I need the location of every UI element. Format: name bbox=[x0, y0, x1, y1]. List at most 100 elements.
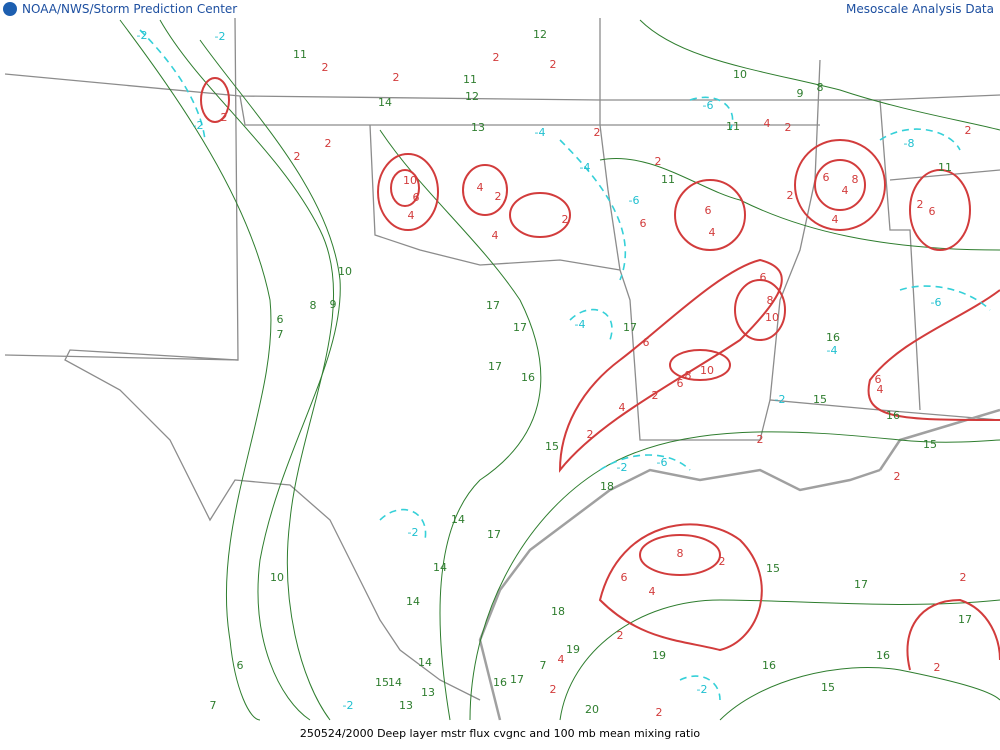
contour-label: 13 bbox=[471, 121, 485, 134]
contour-label: 4 bbox=[842, 184, 849, 197]
contour-label: 17 bbox=[487, 528, 501, 541]
contour-label: 14 bbox=[388, 676, 402, 689]
contour-label: 10 bbox=[270, 571, 284, 584]
contour-label: 14 bbox=[451, 513, 465, 526]
noaa-logo bbox=[3, 2, 17, 16]
contour-label: 2 bbox=[221, 111, 228, 124]
contour-label: 16 bbox=[876, 649, 890, 662]
contour-label: 17 bbox=[488, 360, 502, 373]
contour-label: -4 bbox=[575, 318, 586, 331]
contour-label: 4 bbox=[558, 653, 565, 666]
state-border bbox=[879, 99, 921, 411]
contour bbox=[879, 128, 961, 151]
contour-label: 2 bbox=[294, 150, 301, 163]
contour-label: 11 bbox=[726, 120, 740, 133]
divergence-contours bbox=[139, 29, 991, 701]
contour-label: 17 bbox=[623, 321, 637, 334]
contour-label: -6 bbox=[629, 194, 640, 207]
contour bbox=[377, 153, 439, 231]
contour bbox=[867, 289, 1000, 421]
contour-label: 2 bbox=[562, 213, 569, 226]
contour bbox=[639, 534, 721, 576]
contour-label: 2 bbox=[934, 661, 941, 674]
contour-label: -2 bbox=[215, 30, 226, 43]
contour bbox=[906, 598, 1000, 671]
contour-label: -2 bbox=[193, 119, 204, 132]
contour bbox=[669, 349, 731, 381]
header-left: NOAA/NWS/Storm Prediction Center bbox=[22, 2, 237, 16]
contour-label: 2 bbox=[965, 124, 972, 137]
contour-label: 20 bbox=[585, 703, 599, 716]
contour-label: 2 bbox=[617, 629, 624, 642]
contour-label: 16 bbox=[762, 659, 776, 672]
contour-label: 8 bbox=[852, 173, 859, 186]
contour-label: -6 bbox=[703, 99, 714, 112]
contour-label: 15 bbox=[813, 393, 827, 406]
contour-label: 16 bbox=[886, 409, 900, 422]
contour-label: 17 bbox=[510, 673, 524, 686]
contour-label: 19 bbox=[566, 643, 580, 656]
contour-label: -6 bbox=[657, 456, 668, 469]
contour bbox=[159, 19, 334, 721]
contour-label: 15 bbox=[923, 438, 937, 451]
contour-label: 17 bbox=[513, 321, 527, 334]
contour-label: 10 bbox=[403, 174, 417, 187]
contour bbox=[598, 523, 763, 652]
contour bbox=[674, 179, 746, 251]
contour bbox=[794, 139, 886, 231]
contour bbox=[899, 285, 991, 311]
contour-label: 8 bbox=[685, 369, 692, 382]
contour-label: 6 bbox=[621, 571, 628, 584]
contour bbox=[379, 129, 542, 721]
contour bbox=[599, 158, 1000, 251]
contour-label: 4 bbox=[408, 209, 415, 222]
contour bbox=[689, 96, 734, 131]
contour-label: -6 bbox=[931, 296, 942, 309]
contour-label: 12 bbox=[465, 90, 479, 103]
contour bbox=[139, 29, 206, 141]
contour-label: 2 bbox=[587, 428, 594, 441]
contour-label: 10 bbox=[338, 265, 352, 278]
contour bbox=[679, 675, 721, 701]
contour-label: 2 bbox=[917, 198, 924, 211]
contour-label: 2 bbox=[594, 126, 601, 139]
contour-label: 19 bbox=[652, 649, 666, 662]
contour-label: -2 bbox=[617, 461, 628, 474]
contour bbox=[200, 77, 230, 123]
contour-label: 2 bbox=[655, 155, 662, 168]
contour-label: 6 bbox=[643, 336, 650, 349]
contour-label: -2 bbox=[408, 526, 419, 539]
header: NOAA/NWS/Storm Prediction Center Mesosca… bbox=[3, 2, 994, 16]
contour-label: 14 bbox=[406, 595, 420, 608]
contour-label: -4 bbox=[827, 344, 838, 357]
contour-label: 4 bbox=[709, 226, 716, 239]
contour-label: 2 bbox=[550, 683, 557, 696]
state-border bbox=[4, 354, 239, 361]
contour-label: 12 bbox=[533, 28, 547, 41]
contour-label: 7 bbox=[210, 699, 217, 712]
contour-label: 13 bbox=[399, 699, 413, 712]
contour-label: 2 bbox=[325, 137, 332, 150]
contour-label: 2 bbox=[495, 190, 502, 203]
contour-label: 15 bbox=[821, 681, 835, 694]
contour bbox=[599, 454, 691, 471]
contour-label: 17 bbox=[854, 578, 868, 591]
contour bbox=[909, 169, 971, 251]
convergence-contours bbox=[200, 77, 1000, 671]
contour-label: 2 bbox=[960, 571, 967, 584]
contour bbox=[390, 169, 420, 207]
contour-label: 2 bbox=[652, 389, 659, 402]
contour-label: -2 bbox=[343, 699, 354, 712]
contour-label: 16 bbox=[521, 371, 535, 384]
contour-label: 10 bbox=[700, 364, 714, 377]
contour-label: 18 bbox=[600, 480, 614, 493]
contour-label: 14 bbox=[433, 561, 447, 574]
contour-label: 6 bbox=[640, 217, 647, 230]
contour-label: 4 bbox=[832, 213, 839, 226]
contour-label: 2 bbox=[550, 58, 557, 71]
contour-label: 11 bbox=[293, 48, 307, 61]
contour-label: 4 bbox=[477, 181, 484, 194]
